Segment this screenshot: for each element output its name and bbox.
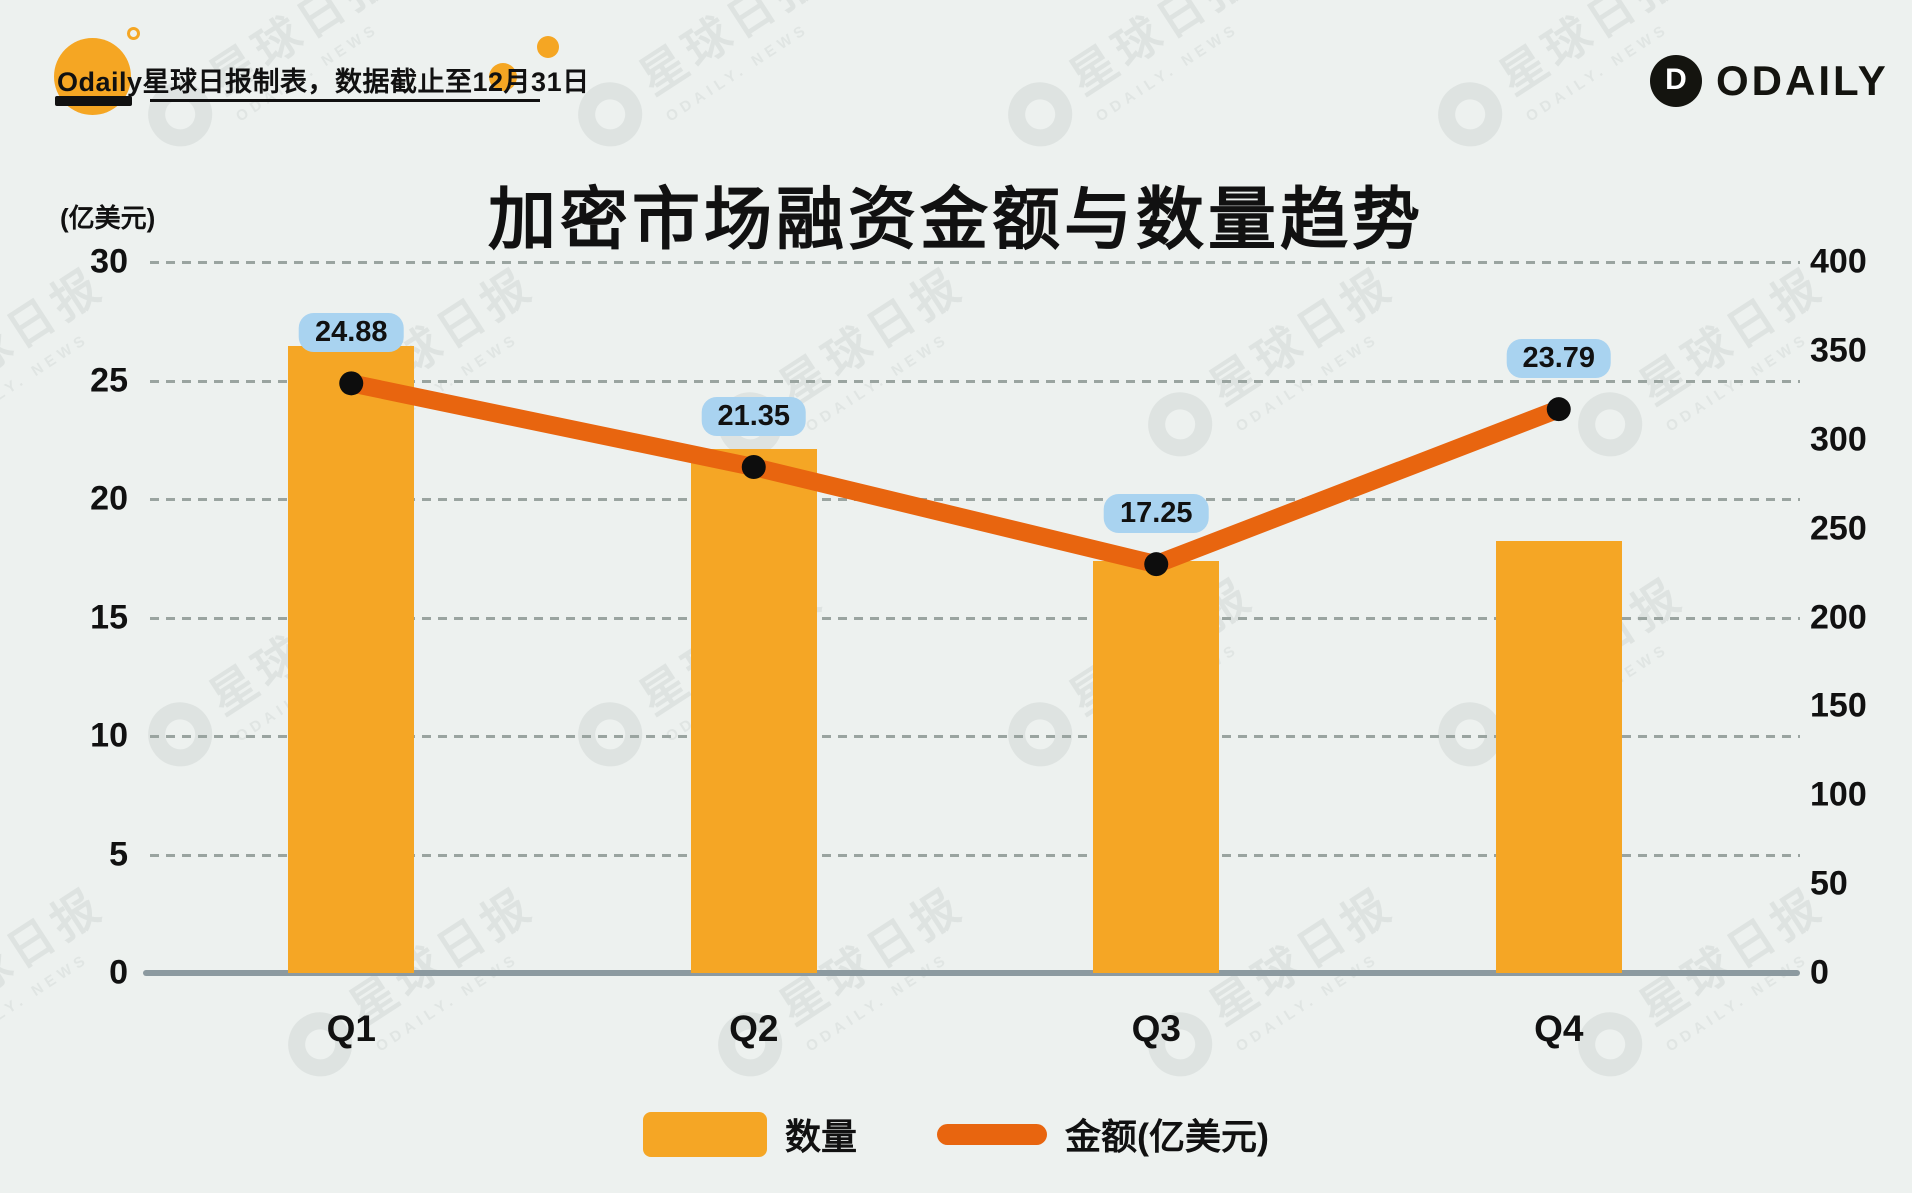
left-axis-tick-0: 0 — [109, 953, 128, 992]
value-label-q4: 23.79 — [1506, 339, 1612, 379]
x-axis-baseline — [143, 970, 1800, 976]
left-axis-tick-20: 20 — [90, 479, 128, 518]
gridline-10 — [150, 735, 1800, 738]
line-point-q4 — [1546, 397, 1571, 422]
right-axis-tick-0: 0 — [1810, 953, 1829, 992]
right-axis-tick-150: 150 — [1810, 686, 1867, 725]
gridline-5 — [150, 853, 1800, 857]
x-axis-label-q1: Q1 — [326, 1008, 376, 1049]
left-axis-tick-5: 5 — [109, 835, 128, 873]
left-axis-tick-25: 25 — [90, 361, 128, 399]
odaily-logo-icon: D — [1650, 55, 1702, 107]
right-axis-tick-250: 250 — [1810, 509, 1867, 548]
legend-line-label: 金额(亿美元) — [1065, 1116, 1269, 1157]
left-axis-tick-30: 30 — [90, 242, 128, 281]
x-axis-label-q4: Q4 — [1534, 1008, 1584, 1049]
gridline-25 — [150, 379, 1800, 383]
odaily-logo: D ODAILY — [1650, 55, 1889, 107]
gridline-30 — [150, 261, 1800, 264]
line-point-q1 — [339, 371, 364, 396]
bar-q3 — [1093, 560, 1220, 973]
line-path — [342, 374, 1568, 574]
credit-text: Odaily星球日报制表，数据截止至12月31日 — [57, 67, 590, 97]
right-axis-tick-300: 300 — [1810, 420, 1867, 459]
chart-title: 加密市场融资金额与数量趋势 — [487, 181, 1424, 258]
bar-q4 — [1495, 541, 1622, 973]
legend-line-swatch — [937, 1123, 1048, 1145]
legend-item-line: 金额(亿美元) — [937, 1108, 1269, 1160]
left-axis-tick-10: 10 — [90, 716, 128, 755]
gridline-15 — [150, 616, 1800, 620]
bar-q2 — [690, 448, 817, 973]
amount-line-series — [339, 371, 1571, 577]
odaily-logo-letter: D — [1665, 63, 1687, 96]
right-axis-tick-400: 400 — [1810, 242, 1867, 281]
value-label-q1: 24.88 — [298, 313, 404, 353]
credit-underline-thin — [150, 99, 540, 102]
right-axis-tick-100: 100 — [1810, 775, 1867, 814]
credit-underline-thick — [55, 96, 132, 106]
odaily-logo-wordmark: ODAILY — [1716, 57, 1889, 104]
right-axis-tick-350: 350 — [1810, 331, 1867, 370]
x-axis-label-q2: Q2 — [729, 1008, 779, 1049]
value-label-q2: 21.35 — [701, 397, 807, 436]
accent-dot-behind-date — [489, 63, 517, 91]
legend-bar-swatch — [643, 1111, 767, 1157]
line-point-q2 — [741, 455, 766, 480]
bar-q1 — [288, 345, 415, 973]
right-axis-tick-50: 50 — [1810, 864, 1848, 903]
right-axis-tick-200: 200 — [1810, 598, 1867, 636]
legend-item-bars: 数量 — [643, 1108, 857, 1160]
value-label-q3: 17.25 — [1103, 494, 1209, 534]
legend: 数量 金额(亿美元) — [0, 1108, 1912, 1160]
accent-ring-icon — [127, 27, 140, 40]
x-axis-label-q3: Q3 — [1131, 1008, 1181, 1049]
left-axis-tick-15: 15 — [90, 598, 128, 636]
left-axis-unit-label: (亿美元) — [60, 203, 156, 233]
legend-bar-label: 数量 — [785, 1116, 858, 1157]
accent-dot — [537, 36, 559, 58]
line-point-q3 — [1144, 552, 1169, 577]
gridline-20 — [150, 498, 1800, 501]
